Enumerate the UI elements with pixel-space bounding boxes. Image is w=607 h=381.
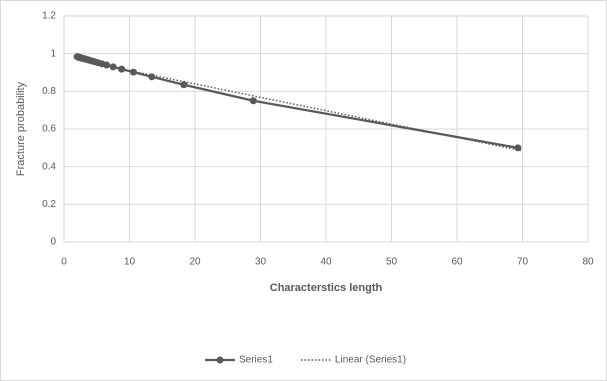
legend-label: Linear (Series1) (335, 355, 406, 366)
x-tick-label: 20 (189, 257, 201, 268)
legend-marker (216, 356, 224, 364)
x-tick-label: 10 (124, 257, 136, 268)
marker (180, 81, 188, 89)
y-tick-label: 0.2 (42, 199, 56, 210)
x-tick-label: 30 (255, 257, 267, 268)
x-tick-label: 80 (582, 257, 594, 268)
marker (103, 61, 111, 69)
legend-label: Series1 (239, 355, 273, 366)
y-tick-label: 1 (50, 48, 56, 59)
marker (118, 65, 126, 73)
y-tick-label: 1.2 (42, 11, 56, 22)
x-tick-label: 40 (320, 257, 332, 268)
x-tick-label: 0 (61, 257, 67, 268)
x-tick-label: 60 (451, 257, 463, 268)
marker (129, 68, 137, 76)
marker (249, 97, 257, 105)
y-tick-label: 0.8 (42, 86, 56, 97)
y-tick-label: 0.4 (42, 161, 56, 172)
series-line (76, 59, 523, 152)
y-tick-label: 0.6 (42, 124, 56, 135)
x-tick-label: 70 (517, 257, 529, 268)
x-axis-title: Characterstics length (270, 282, 383, 294)
y-axis-title: Fracture probability (15, 81, 27, 176)
y-tick-label: 0 (50, 237, 56, 248)
x-tick-label: 50 (386, 257, 398, 268)
marker (109, 63, 117, 71)
